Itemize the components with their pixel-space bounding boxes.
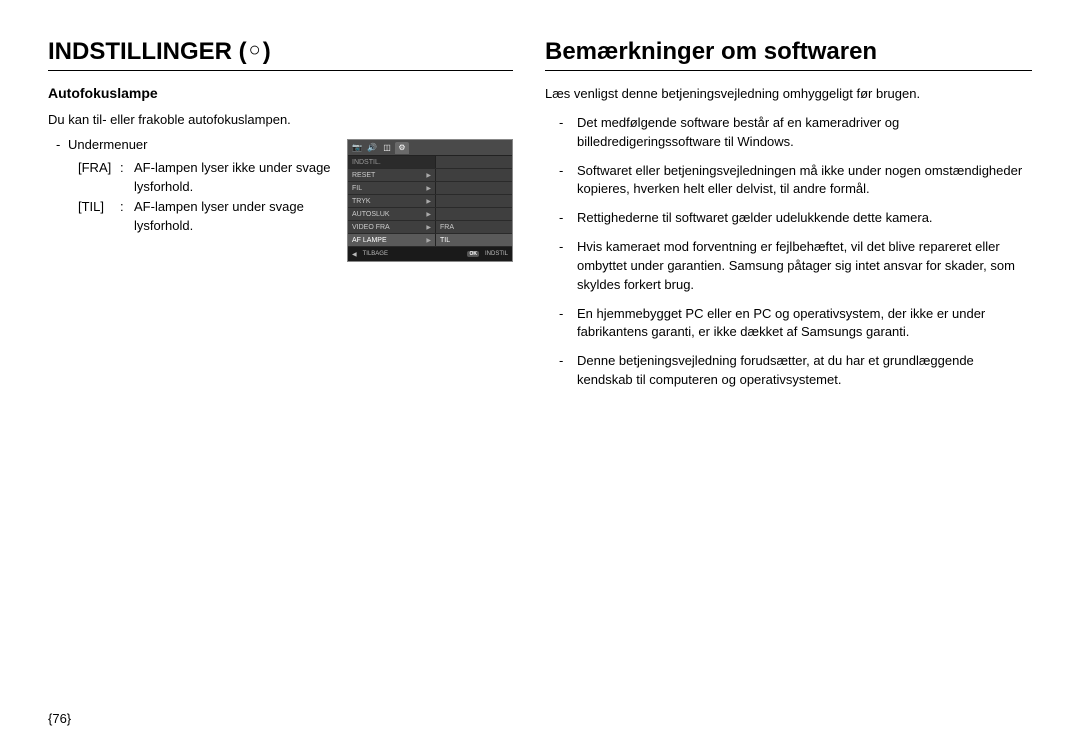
camera-item-label: AUTOSLUK	[352, 211, 390, 218]
right-intro: Læs venligst denne betjeningsvejledning …	[545, 85, 1032, 104]
heading-close: )	[263, 38, 271, 65]
bullet-item: En hjemmebygget PC eller en PC og operat…	[559, 305, 1032, 343]
camera-menu-screenshot: 📷 🔊 ◫ ⚙ INDSTIL. RESET ▶ FIL ▶	[347, 139, 513, 262]
footer-ok-key: OK	[467, 251, 479, 257]
right-rule	[545, 70, 1032, 71]
camera-value	[436, 182, 512, 194]
camera-value: FRA	[436, 221, 512, 233]
right-heading: Bemærkninger om softwaren	[545, 38, 1032, 66]
gear-icon: ○	[249, 39, 261, 62]
camera-item-fil: FIL ▶	[348, 182, 436, 194]
right-column: Bemærkninger om softwaren Læs venligst d…	[545, 38, 1032, 726]
left-intro: Du kan til- eller frakoble autofokuslamp…	[48, 111, 335, 130]
camera-row: AUTOSLUK ▶	[348, 208, 512, 221]
back-arrow-icon: ◀	[352, 251, 357, 258]
left-content: Du kan til- eller frakoble autofokuslamp…	[48, 111, 513, 262]
camera-item-videofra: VIDEO FRA ▶	[348, 221, 436, 233]
submenu-row: - Undermenuer	[48, 136, 335, 155]
footer-ok-label: INDSTIL	[485, 251, 508, 257]
camera-item-reset: RESET ▶	[348, 169, 436, 181]
camera-row: RESET ▶	[348, 169, 512, 182]
chevron-right-icon: ▶	[426, 237, 431, 244]
camera-header-label: INDSTIL.	[348, 156, 436, 168]
option-row-til: [TIL] : AF-lampen lyser under svage lysf…	[48, 198, 335, 236]
sound-tab-icon: 🔊	[365, 142, 379, 154]
chevron-right-icon: ▶	[426, 224, 431, 231]
camera-item-label: TRYK	[352, 198, 371, 205]
left-rule	[48, 70, 513, 71]
option-desc: AF-lampen lyser under svage lysforhold.	[134, 198, 335, 236]
chevron-right-icon: ▶	[426, 211, 431, 218]
camera-row-header: INDSTIL.	[348, 156, 512, 169]
camera-value	[436, 169, 512, 181]
camera-menu-list: INDSTIL. RESET ▶ FIL ▶ TRYK ▶	[348, 156, 512, 247]
camera-item-aflampe: AF LAMPE ▶	[348, 234, 436, 246]
chevron-right-icon: ▶	[426, 172, 431, 179]
left-text-block: Du kan til- eller frakoble autofokuslamp…	[48, 111, 335, 238]
camera-value	[436, 208, 512, 220]
option-key: [FRA]	[78, 159, 120, 197]
page-container: INDSTILLINGER (○) Autofokuslampe Du kan …	[48, 38, 1032, 726]
camera-footer: ◀ TILBAGE OK INDSTIL	[348, 247, 512, 261]
camera-row: AF LAMPE ▶ TIL	[348, 234, 512, 247]
left-subheading: Autofokuslampe	[48, 85, 513, 101]
submenu-dash: -	[56, 136, 68, 155]
camera-item-autosluk: AUTOSLUK ▶	[348, 208, 436, 220]
bullet-item: Softwaret eller betjeningsvejledningen m…	[559, 162, 1032, 200]
heading-text: INDSTILLINGER (	[48, 38, 247, 65]
display-tab-icon: ◫	[380, 142, 394, 154]
option-colon: :	[120, 159, 134, 197]
bullet-item: Denne betjeningsvejledning forudsætter, …	[559, 352, 1032, 390]
camera-header-right	[436, 156, 512, 168]
camera-row: FIL ▶	[348, 182, 512, 195]
camera-item-label: RESET	[352, 172, 375, 179]
camera-header-text: INDSTIL.	[352, 159, 381, 166]
camera-value: TIL	[436, 234, 512, 246]
right-bullet-list: Det medfølgende software består af en ka…	[545, 114, 1032, 400]
camera-item-tryk: TRYK ▶	[348, 195, 436, 207]
option-desc: AF-lampen lyser ikke under svage lysforh…	[134, 159, 335, 197]
left-column: INDSTILLINGER (○) Autofokuslampe Du kan …	[48, 38, 513, 726]
camera-row: TRYK ▶	[348, 195, 512, 208]
bullet-item: Rettighederne til softwaret gælder udelu…	[559, 209, 1032, 228]
footer-back-label: TILBAGE	[363, 251, 388, 257]
chevron-right-icon: ▶	[426, 198, 431, 205]
option-colon: :	[120, 198, 134, 236]
camera-item-label: FIL	[352, 185, 362, 192]
camera-row: VIDEO FRA ▶ FRA	[348, 221, 512, 234]
camera-item-label: AF LAMPE	[352, 237, 387, 244]
bullet-item: Det medfølgende software består af en ka…	[559, 114, 1032, 152]
camera-tabbar: 📷 🔊 ◫ ⚙	[348, 140, 512, 156]
option-row-fra: [FRA] : AF-lampen lyser ikke under svage…	[48, 159, 335, 197]
option-key: [TIL]	[78, 198, 120, 236]
camera-item-label: VIDEO FRA	[352, 224, 390, 231]
chevron-right-icon: ▶	[426, 185, 431, 192]
page-number: {76}	[48, 711, 71, 726]
settings-tab-icon: ⚙	[395, 142, 409, 154]
submenu-label: Undermenuer	[68, 136, 148, 155]
camera-value	[436, 195, 512, 207]
camera-tab-icon: 📷	[350, 142, 364, 154]
left-heading: INDSTILLINGER (○)	[48, 38, 513, 66]
bullet-item: Hvis kameraet mod forventning er fejlbeh…	[559, 238, 1032, 295]
